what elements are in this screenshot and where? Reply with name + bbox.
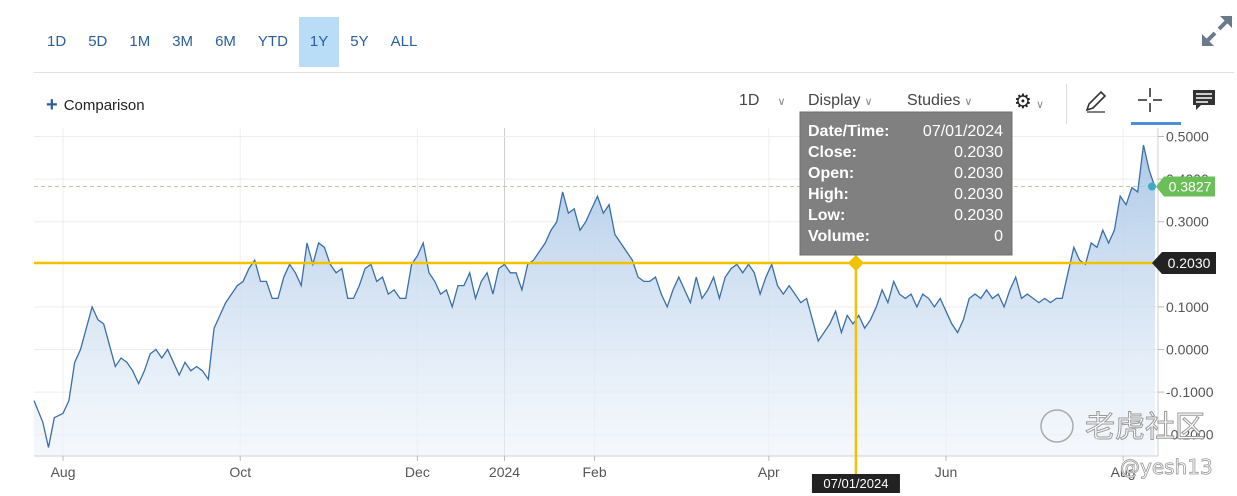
toolbar-divider — [1066, 84, 1067, 124]
crosshair-marker — [847, 255, 864, 272]
add-comparison-button[interactable]: + Comparison — [46, 94, 145, 116]
comparison-label: Comparison — [63, 96, 145, 114]
watermark-logo-icon — [1040, 409, 1074, 443]
gear-icon: ⚙ — [1014, 91, 1032, 113]
tooltip-value: 0.2030 — [954, 207, 1003, 224]
crosshair-y-badge — [1152, 252, 1216, 275]
tooltip-value: 0.2030 — [954, 186, 1003, 203]
watermark-user: @yesh13 — [1120, 455, 1213, 479]
range-button-1y[interactable]: 1Y — [298, 17, 340, 67]
expand-icon[interactable] — [1200, 14, 1234, 48]
display-label: Display — [808, 92, 861, 109]
range-button-1d[interactable]: 1D — [47, 33, 67, 50]
chevron-down-icon: ∨ — [1035, 99, 1044, 111]
tooltip-value: 0 — [994, 228, 1003, 245]
range-button-1m[interactable]: 1M — [129, 33, 151, 50]
active-tool-indicator — [1131, 122, 1181, 125]
range-button-ytd[interactable]: YTD — [257, 33, 288, 50]
draw-tool-button[interactable] — [1083, 88, 1109, 119]
chevron-down-icon: ∨ — [864, 96, 873, 108]
tooltip-label: Volume: — [808, 228, 870, 245]
divider — [34, 72, 1234, 73]
chevron-down-icon: ∨ — [964, 96, 973, 108]
x-tick-label: Apr — [758, 464, 780, 480]
y-tick-label: 0.1000 — [1166, 299, 1209, 315]
tooltip-label: Open: — [808, 165, 854, 182]
watermark-text: 老虎社区 — [1085, 410, 1205, 445]
chevron-down-icon: ∨ — [777, 96, 786, 108]
x-tick-label: 2024 — [489, 464, 520, 480]
range-button-all[interactable]: ALL — [390, 33, 418, 50]
tooltip-label: Date/Time: — [808, 123, 890, 140]
tooltip-label: High: — [808, 186, 849, 203]
plus-icon: + — [46, 94, 58, 116]
tooltip-label: Low: — [808, 207, 845, 224]
studies-label: Studies — [907, 92, 961, 109]
y-tick-label: 0.3000 — [1166, 214, 1209, 230]
y-tick-label: -0.1000 — [1166, 384, 1214, 400]
studies-menu[interactable]: Studies ∨ — [907, 92, 972, 110]
tooltip-box — [799, 111, 1013, 256]
price-line — [33, 144, 1156, 448]
tooltip-value: 0.2030 — [954, 144, 1003, 161]
x-tick-label: Dec — [405, 464, 430, 480]
last-price-badge — [1156, 176, 1215, 197]
x-tick-label: Oct — [229, 464, 251, 480]
range-button-5y[interactable]: 5Y — [350, 33, 369, 50]
range-button-6m[interactable]: 6M — [215, 33, 236, 50]
tooltip-label: Close: — [808, 144, 857, 161]
tooltip-value: 0.2030 — [954, 165, 1003, 182]
crosshair-x-badge — [811, 474, 900, 493]
comment-icon — [1193, 90, 1215, 110]
price-area-fill — [34, 145, 1156, 456]
last-price-dot — [1148, 182, 1156, 191]
crosshair-icon — [1138, 88, 1162, 112]
x-tick-label: Jun — [935, 464, 958, 480]
y-tick-label: 0.5000 — [1166, 129, 1209, 145]
pencil-icon — [1085, 90, 1107, 113]
chart-overlay: 0.3827 0.2030 07/01/2024 Date/Time: 07/01/20… — [34, 111, 1216, 493]
display-menu[interactable]: Display ∨ — [808, 92, 873, 110]
crosshair-tool-button[interactable] — [1138, 88, 1162, 117]
crosshair-y-label: 0.2030 — [1168, 255, 1211, 271]
range-selector: 1D 5D 1M 3M 6M YTD 1Y 5Y ALL — [36, 17, 428, 67]
x-tick-label: Aug — [1111, 464, 1136, 480]
tooltip-value: 07/01/2024 — [923, 123, 1003, 140]
range-button-5d[interactable]: 5D — [88, 33, 108, 50]
y-tick-label: -0.2000 — [1166, 427, 1214, 443]
crosshair-x-label: 07/01/2024 — [823, 476, 888, 491]
y-tick-label: 0.0000 — [1166, 342, 1209, 358]
interval-select[interactable]: 1D ∨ — [739, 92, 786, 110]
x-tick-label: Feb — [582, 464, 606, 480]
annotation-tool-button[interactable] — [1192, 89, 1216, 116]
interval-label: 1D — [739, 92, 760, 109]
settings-menu[interactable]: ⚙ ∨ — [1014, 89, 1044, 114]
x-tick-label: Aug — [51, 464, 76, 480]
last-price-label: 0.3827 — [1169, 178, 1212, 194]
range-button-3m[interactable]: 3M — [172, 33, 194, 50]
chart-area — [33, 144, 1156, 456]
